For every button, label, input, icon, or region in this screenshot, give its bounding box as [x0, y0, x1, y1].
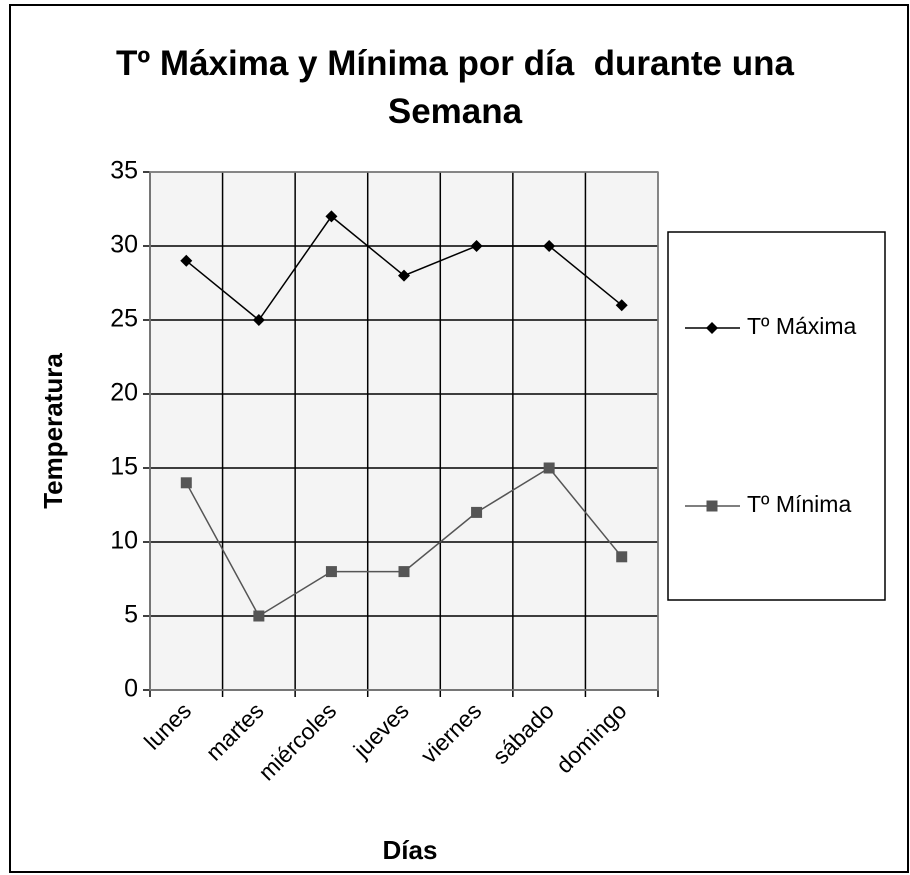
legend-marker	[706, 500, 718, 512]
y-tick-label: 30	[110, 231, 138, 259]
marker	[615, 299, 628, 312]
marker	[543, 462, 555, 474]
legend-label: Tº Máxima	[747, 313, 857, 339]
marker	[253, 610, 265, 622]
y-tick-label: 25	[110, 305, 138, 333]
marker	[616, 551, 628, 563]
marker	[470, 240, 483, 252]
plot-area	[150, 172, 658, 690]
y-tick-label: 10	[110, 527, 138, 555]
marker	[398, 566, 410, 578]
y-tick-label: 15	[110, 453, 138, 481]
marker	[543, 240, 556, 252]
legend-marker	[706, 322, 718, 334]
marker	[325, 210, 338, 223]
plot-border	[149, 171, 659, 691]
marker	[471, 506, 483, 518]
y-tick-label: 35	[110, 157, 138, 185]
marker	[252, 314, 265, 326]
marker	[325, 566, 337, 578]
y-axis-title: Temperatura	[38, 353, 68, 509]
legend-label: Tº Mínima	[747, 491, 851, 517]
legend-box	[667, 231, 886, 601]
y-tick-label: 5	[124, 601, 138, 629]
y-tick-label: 20	[110, 379, 138, 407]
x-axis-title: Días	[383, 835, 438, 865]
marker	[180, 254, 193, 267]
marker	[180, 477, 192, 489]
chart-title: Tº Máxima y Mínima por día durante una S…	[116, 44, 804, 131]
y-tick-label: 0	[124, 675, 138, 703]
marker	[398, 269, 410, 282]
